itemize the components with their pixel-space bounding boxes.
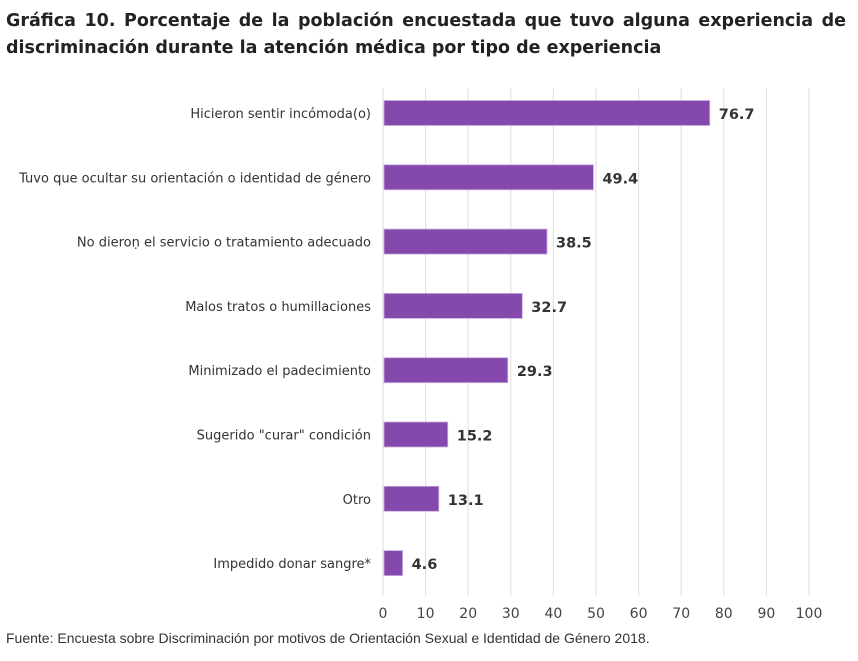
source-note: Fuente: Encuesta sobre Discriminación po… — [6, 630, 650, 646]
data-label: 49.4 — [602, 171, 638, 187]
bar — [383, 228, 548, 255]
x-tick-label: 60 — [630, 606, 648, 622]
x-tick-label: 10 — [417, 606, 435, 622]
x-tick-label: 80 — [715, 606, 733, 622]
x-tick-label: 50 — [587, 606, 605, 622]
data-label: 29.3 — [517, 364, 553, 380]
category-label: Impedido donar sangre* — [213, 557, 371, 572]
category-label: Otro — [343, 493, 371, 508]
data-label: 38.5 — [556, 236, 592, 252]
category-label: Tuvo que ocultar su orientación o identi… — [18, 171, 371, 186]
bar — [383, 164, 594, 191]
x-tick-label: 20 — [459, 606, 477, 622]
category-label: Malos tratos o humillaciones — [185, 300, 371, 315]
data-label: 32.7 — [531, 300, 567, 316]
x-tick-label: 90 — [757, 606, 775, 622]
x-tick-label: 70 — [672, 606, 690, 622]
x-tick-label: 100 — [796, 606, 823, 622]
x-tick-label: 30 — [502, 606, 520, 622]
bar — [383, 292, 523, 319]
x-tick-label: 0 — [379, 606, 388, 622]
data-label: 76.7 — [719, 107, 755, 123]
category-label: Minimizado el padecimiento — [188, 364, 371, 379]
category-label: Sugerido "curar" condición — [197, 429, 371, 444]
category-label: Hicieron sentir incómoda(o) — [190, 107, 371, 122]
bar — [383, 485, 440, 512]
data-label: 4.6 — [412, 557, 438, 573]
chart-title: Gráfica 10. Porcentaje de la población e… — [6, 11, 846, 58]
data-label: 13.1 — [448, 493, 484, 509]
category-label: No dieroṇ el servicio o tratamiento adec… — [77, 236, 371, 251]
data-label: 15.2 — [457, 429, 493, 445]
bar — [383, 357, 509, 384]
bar — [383, 100, 711, 126]
bar — [383, 550, 403, 576]
bar — [383, 421, 449, 448]
x-tick-label: 40 — [544, 606, 562, 622]
